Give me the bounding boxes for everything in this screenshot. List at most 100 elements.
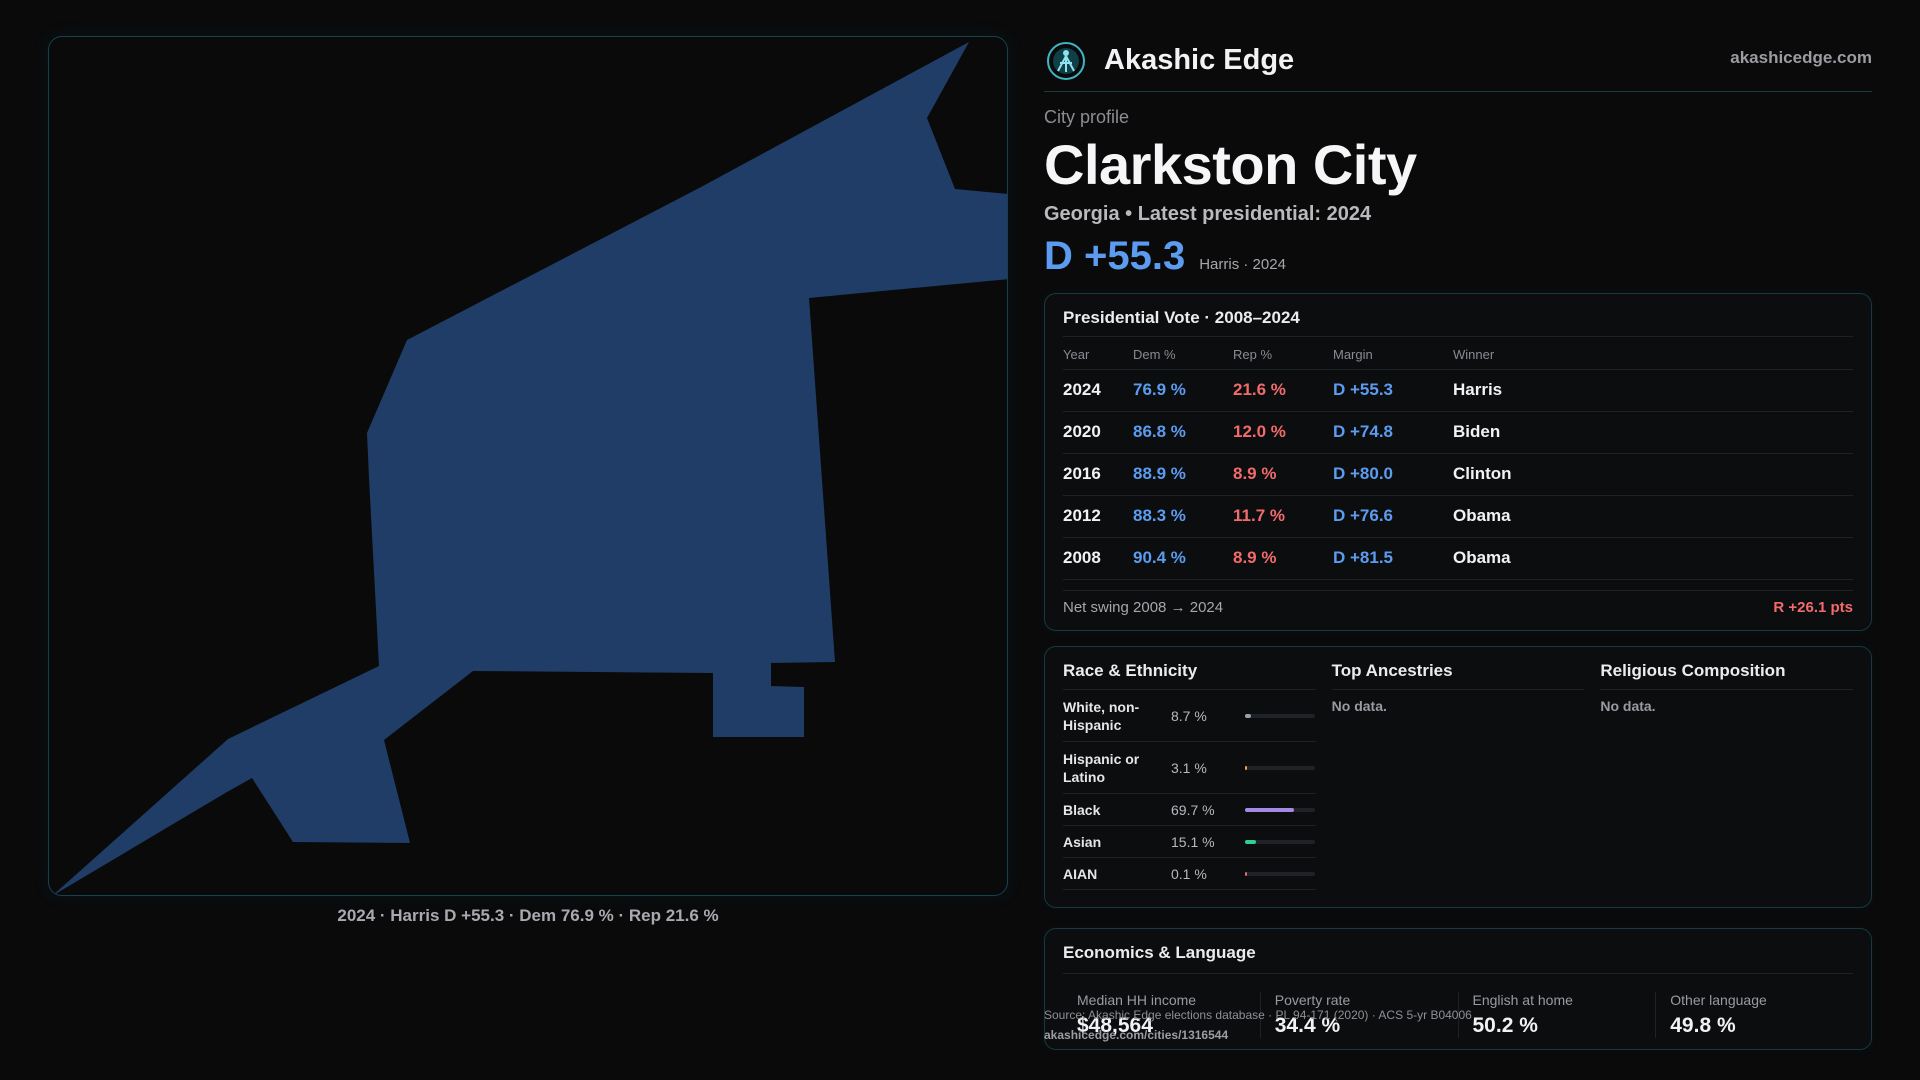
race-ethnicity-title: Race & Ethnicity (1063, 661, 1316, 690)
profile-kicker: City profile (1044, 107, 1130, 127)
econ-cell-other-language: Other language 49.8 % (1655, 992, 1853, 1038)
econ-cell-income: Median HH income $48,564 (1063, 992, 1260, 1038)
race-bar-track (1245, 713, 1315, 718)
race-row: Black 69.7 % (1063, 794, 1316, 826)
year-cell: 2012 (1063, 495, 1133, 538)
race-percent: 0.1 % (1171, 865, 1207, 882)
race-bar-fill (1245, 871, 1247, 876)
rep-cell: 8.9 % (1233, 453, 1333, 496)
race-row: AIAN 0.1 % (1063, 858, 1316, 890)
race-row: White, non-Hispanic 8.7 % (1063, 690, 1316, 742)
akashic-edge-logo-icon[interactable] (1046, 41, 1086, 81)
map-caption: 2024 · Harris D +55.3 · Dem 76.9 % · Rep… (337, 906, 719, 925)
race-percent: 15.1 % (1171, 833, 1215, 850)
margin-value: D +55.3 (1044, 234, 1186, 278)
city-boundary-map[interactable] (48, 36, 1008, 896)
econ-label: Poverty rate (1274, 992, 1351, 1008)
margin-cell: D +74.8 (1333, 411, 1453, 454)
brand-url-link[interactable]: akashicedge.com (1730, 48, 1872, 67)
race-row: Hispanic or Latino 3.1 % (1063, 742, 1316, 794)
header-dem: Dem % (1133, 341, 1233, 370)
year-cell: 2016 (1063, 453, 1133, 496)
race-ethnicity-list: White, non-Hispanic 8.7 % Hispanic or Lati… (1063, 690, 1316, 890)
winner-cell: Biden (1453, 411, 1853, 454)
table-row: 2024 76.9 % 21.6 % D +55.3 Harris (1063, 369, 1853, 412)
race-bar-track (1245, 839, 1315, 844)
header-margin: Margin (1333, 341, 1453, 370)
brand-name[interactable]: Akashic Edge (1104, 44, 1295, 76)
dem-cell: 88.3 % (1133, 495, 1233, 538)
race-percent: 3.1 % (1171, 759, 1207, 776)
table-row: 2012 88.3 % 11.7 % D +76.6 Obama (1063, 495, 1853, 538)
race-label: White, non-Hispanic (1063, 698, 1140, 733)
profile-subtitle: Georgia • Latest presidential: 2024 (1044, 203, 1372, 225)
source-footer: Source: Akashic Edge elections database … (1044, 1005, 1472, 1045)
race-bar-track (1245, 871, 1315, 876)
economics-language-card: Economics & Language Median HH income $4… (1044, 928, 1872, 1050)
year-cell: 2024 (1063, 369, 1133, 412)
dem-cell: 90.4 % (1133, 537, 1233, 580)
headline-margin: D +55.3 Harris · 2024 (1044, 234, 1872, 279)
race-bar-track (1245, 765, 1315, 770)
econ-value: 50.2 % (1472, 1014, 1538, 1037)
table-row: 2008 90.4 % 8.9 % D +81.5 Obama (1063, 537, 1853, 580)
vote-table: Year Dem % Rep % Margin Winner 2024 76.9… (1063, 341, 1853, 580)
econ-cell-english: English at home 50.2 % (1457, 992, 1656, 1038)
econ-label: English at home (1472, 992, 1573, 1008)
top-ancestries-section: Top Ancestries No data. (1331, 661, 1585, 907)
race-label: Asian (1063, 833, 1102, 850)
race-percent: 69.7 % (1171, 801, 1215, 818)
dem-cell: 76.9 % (1133, 369, 1233, 412)
city-boundary-shape[interactable] (52, 42, 1008, 896)
table-row: 2020 86.8 % 12.0 % D +74.8 Biden (1063, 411, 1853, 454)
race-bar-fill (1245, 765, 1248, 770)
net-swing-value: R +26.1 pts (1773, 599, 1853, 616)
religious-composition-section: Religious Composition No data. (1600, 661, 1854, 907)
race-label: Black (1063, 801, 1101, 818)
dem-cell: 88.9 % (1133, 453, 1233, 496)
header-rep: Rep % (1233, 341, 1333, 370)
margin-note: Harris · 2024 (1199, 256, 1286, 273)
economics-title: Economics & Language (1063, 943, 1853, 974)
rep-cell: 11.7 % (1233, 495, 1333, 538)
profile-panel: Akashic Edge akashicedge.com City profil… (1044, 30, 1872, 908)
rep-cell: 21.6 % (1233, 369, 1333, 412)
city-boundary-svg (52, 42, 1008, 896)
winner-cell: Obama (1453, 495, 1853, 538)
brand-header: Akashic Edge akashicedge.com (1044, 30, 1872, 92)
vote-table-header: Year Dem % Rep % Margin Winner (1063, 341, 1853, 370)
rep-cell: 12.0 % (1233, 411, 1333, 454)
race-bar-fill (1245, 839, 1256, 844)
margin-cell: D +80.0 (1333, 453, 1453, 496)
dem-cell: 86.8 % (1133, 411, 1233, 454)
race-percent: 8.7 % (1171, 707, 1207, 724)
race-label: Hispanic or Latino (1063, 750, 1140, 785)
econ-label: Median HH income (1077, 992, 1197, 1008)
margin-cell: D +81.5 (1333, 537, 1453, 580)
table-row: 2016 88.9 % 8.9 % D +80.0 Clinton (1063, 453, 1853, 496)
page-title: Clarkston City (1044, 133, 1417, 196)
econ-value: 49.8 % (1670, 1014, 1736, 1037)
top-ancestries-title: Top Ancestries (1331, 661, 1585, 690)
winner-cell: Obama (1453, 537, 1853, 580)
race-bar-fill (1245, 713, 1252, 718)
city-url-link[interactable]: akashicedge.com/cities/1316544 (1044, 1028, 1229, 1042)
header-year: Year (1063, 341, 1133, 370)
economics-grid: Median HH income $48,564 Poverty rate 34… (1063, 992, 1853, 1038)
margin-cell: D +76.6 (1333, 495, 1453, 538)
winner-cell: Clinton (1453, 453, 1853, 496)
econ-value: 34.4 % (1274, 1014, 1341, 1037)
econ-cell-poverty: Poverty rate 34.4 % (1259, 992, 1458, 1038)
presidential-vote-card: Presidential Vote · 2008–2024 Year Dem %… (1044, 293, 1872, 631)
net-swing-row: Net swing 2008 → 2024 R +26.1 pts (1063, 590, 1853, 616)
source-text: Source: Akashic Edge elections database … (1044, 1008, 1472, 1022)
religious-composition-title: Religious Composition (1600, 661, 1854, 690)
race-row: Asian 15.1 % (1063, 826, 1316, 858)
econ-value: $48,564 (1077, 1014, 1153, 1037)
year-cell: 2008 (1063, 537, 1133, 580)
race-label: AIAN (1063, 865, 1098, 882)
race-bar-fill (1245, 807, 1294, 812)
econ-label: Other language (1670, 992, 1767, 1008)
race-bar-track (1245, 807, 1315, 812)
